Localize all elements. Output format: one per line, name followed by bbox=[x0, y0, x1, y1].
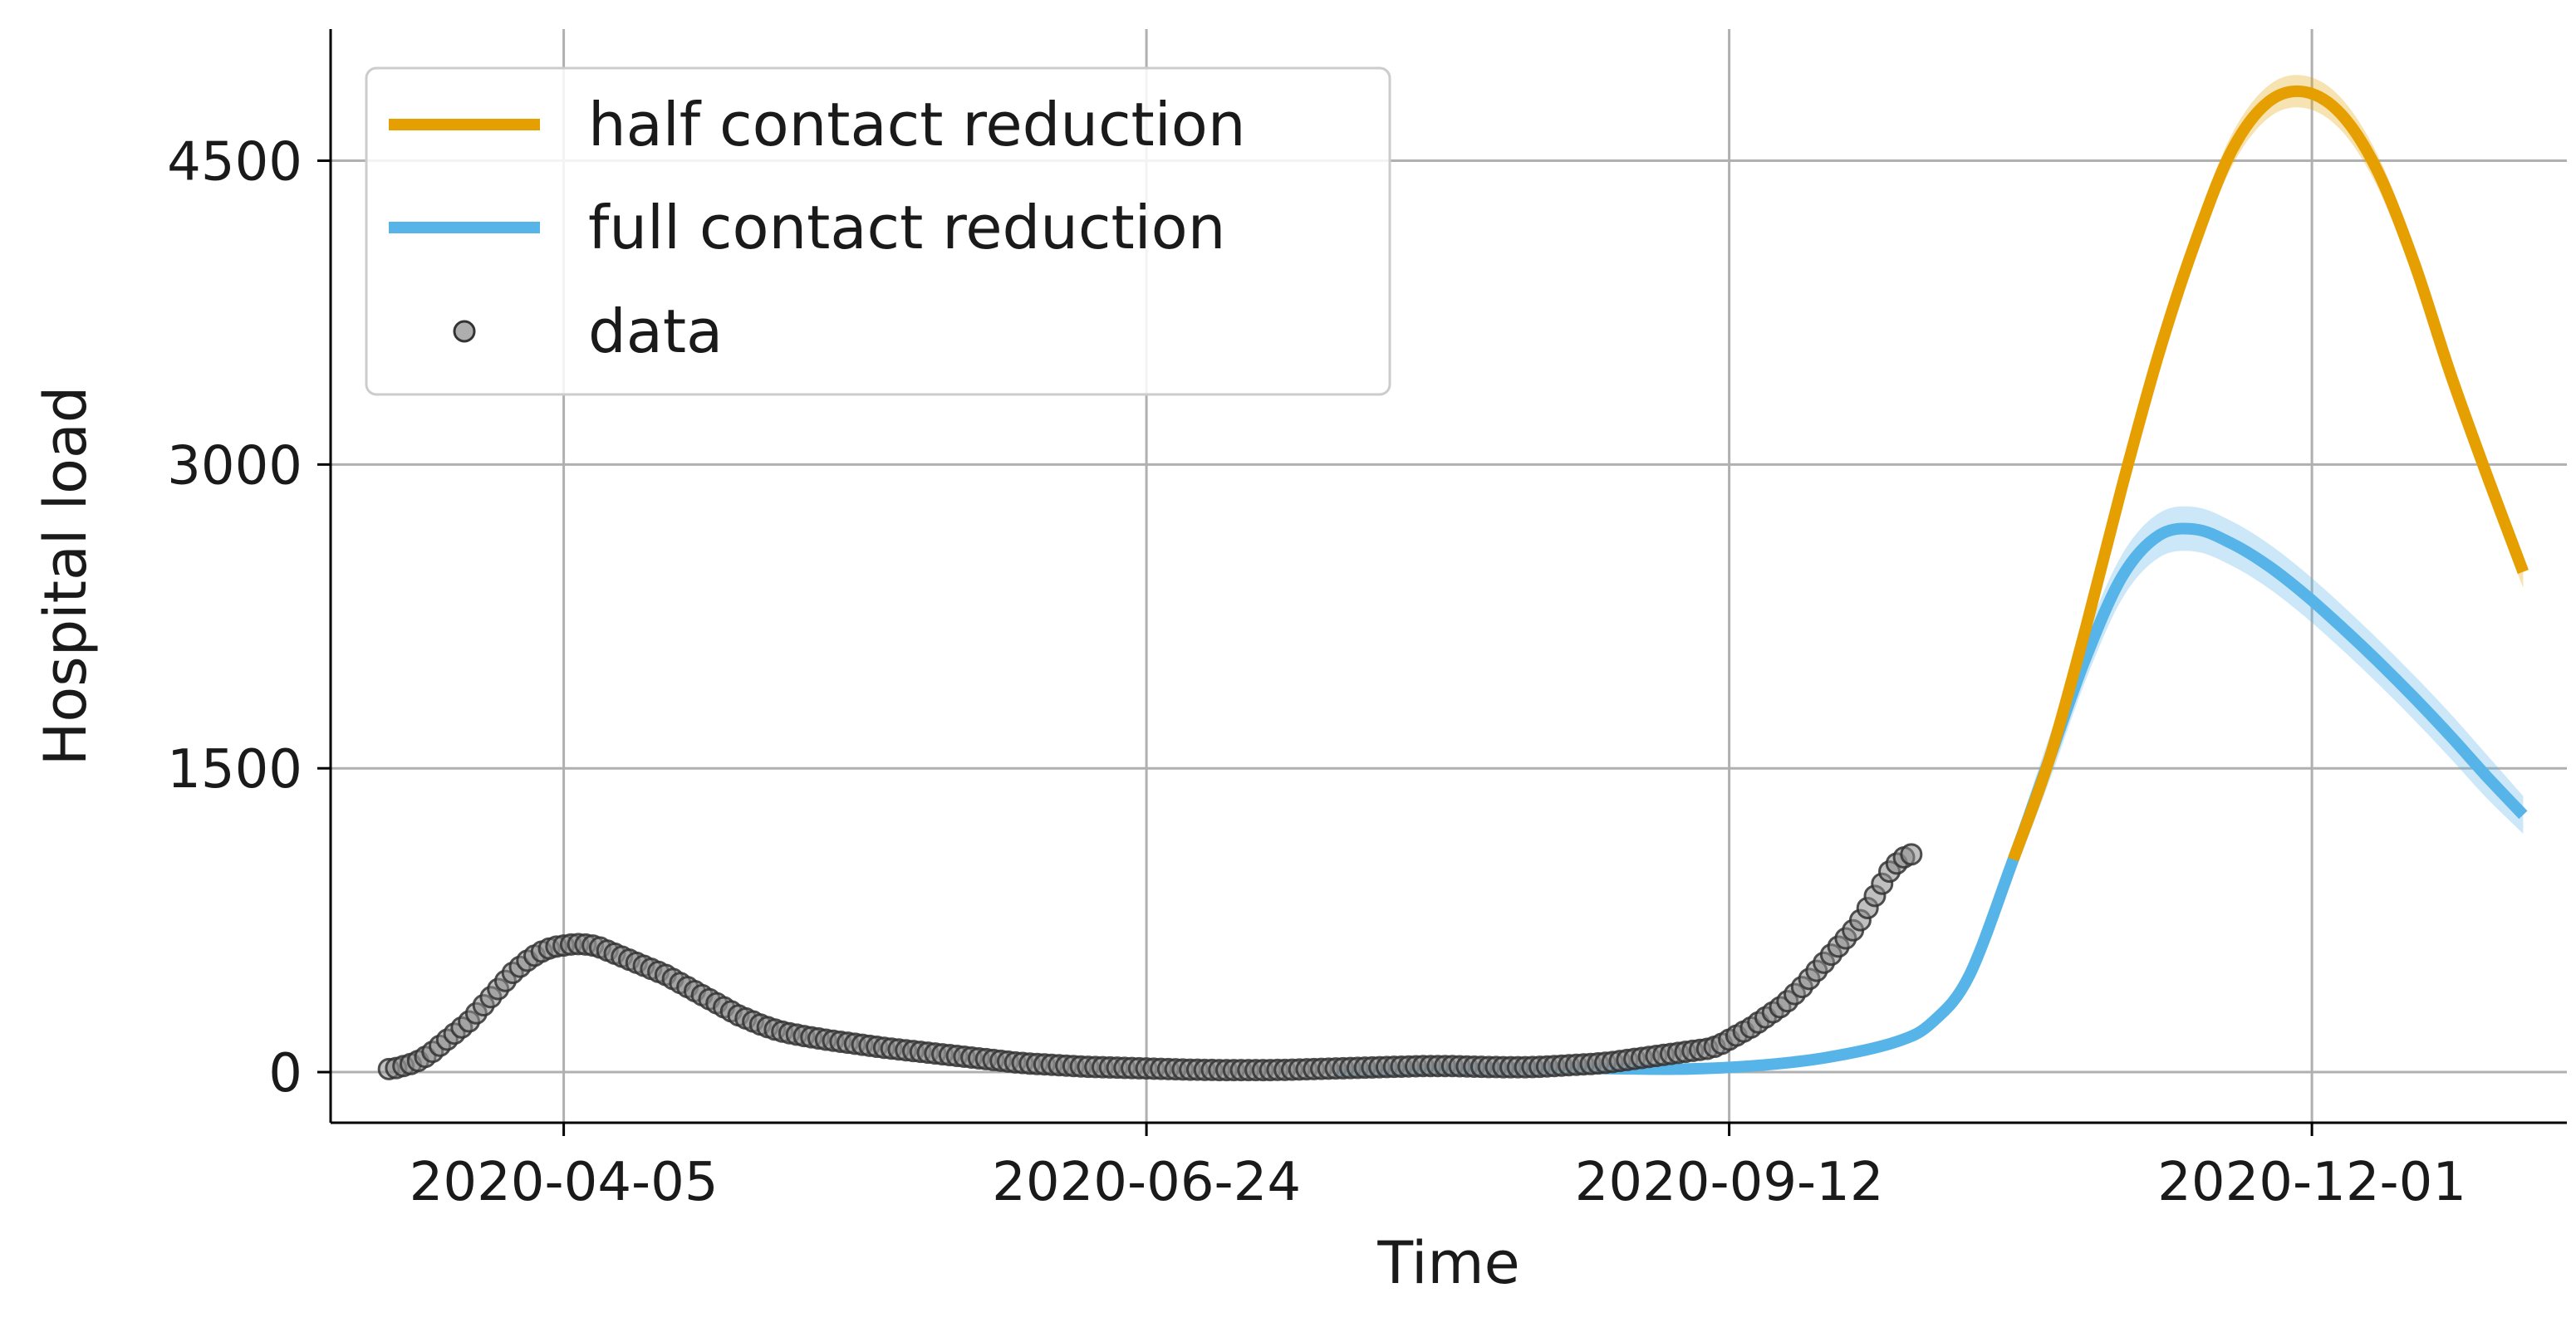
legend-swatch-data bbox=[453, 320, 476, 343]
confidence-bands bbox=[1336, 75, 2524, 1071]
legend: half contact reduction full contact redu… bbox=[365, 66, 1391, 396]
x-tick-label: 2020-06-24 bbox=[992, 1152, 1301, 1213]
full-contact-reduction-band bbox=[1336, 506, 2524, 1071]
legend-box bbox=[365, 66, 1391, 396]
legend-label-full: full contact reduction bbox=[588, 193, 1225, 262]
tick-labels: 0 1500 3000 4500 2020-04-05 2020-06-24 2020-09… bbox=[167, 132, 2466, 1213]
y-tick-label: 0 bbox=[268, 1043, 302, 1104]
axes bbox=[317, 29, 2567, 1136]
legend-label-data: data bbox=[588, 296, 723, 366]
y-axis-label: Hospital load bbox=[32, 386, 100, 766]
legend-label-half: half contact reduction bbox=[588, 90, 1245, 159]
y-tick-label: 4500 bbox=[167, 132, 302, 193]
x-tick-label: 2020-04-05 bbox=[410, 1152, 719, 1213]
x-tick-label: 2020-09-12 bbox=[1575, 1152, 1884, 1213]
y-tick-label: 1500 bbox=[167, 739, 302, 801]
x-axis-label: Time bbox=[1376, 1229, 1519, 1297]
data-points bbox=[377, 843, 1923, 1082]
half-contact-reduction-line bbox=[2008, 85, 2529, 862]
y-tick-label: 3000 bbox=[167, 435, 302, 497]
x-tick-label: 2020-12-01 bbox=[2157, 1152, 2466, 1213]
data-point bbox=[1900, 843, 1923, 866]
series-lines bbox=[1335, 85, 2529, 1077]
